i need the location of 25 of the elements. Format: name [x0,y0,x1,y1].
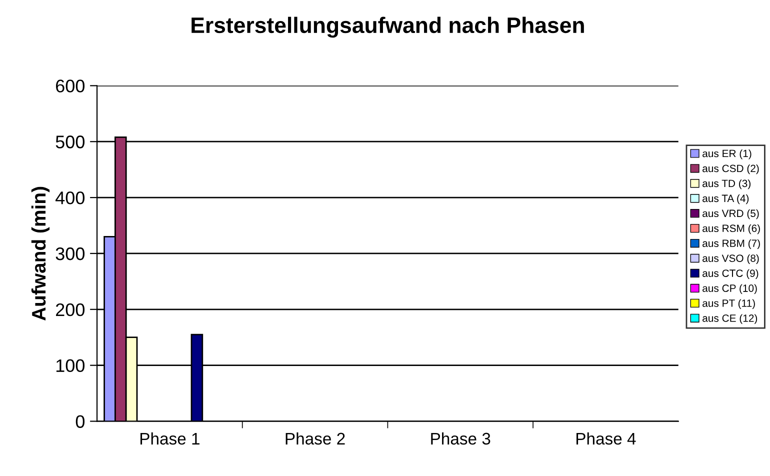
x-tick-label: Phase 3 [431,432,490,445]
legend-label: aus CP (10) [702,284,757,294]
chart-title: Ersterstellungsaufwand nach Phasen [192,16,584,38]
legend-label: aus VRD (5) [702,209,759,220]
legend-label: aus PT (11) [702,299,755,309]
legend-label: aus CE (12) [702,314,758,324]
legend-label: aus ER (1) [702,150,752,160]
legend-label: aus VSO (8) [702,254,759,264]
legend-label: aus TD (3) [702,179,750,190]
y-tick-label: 300 [56,247,85,260]
legend-label: aus CSD (2) [702,164,759,174]
y-tick-label: 400 [56,191,85,204]
y-axis-title: Aufwand (min) [31,186,50,320]
y-tick-label: 600 [56,80,85,92]
legend-label: aus CTC (9) [702,269,758,280]
y-tick-label: 200 [56,303,85,316]
y-tick-label: 500 [56,136,85,148]
y-tick-label: 0 [76,415,85,428]
x-tick-label: Phase 1 [140,432,200,445]
x-tick-label: Phase 4 [576,432,636,445]
y-tick-label: 100 [56,359,85,372]
legend-label: aus RBM (7) [702,239,760,250]
x-tick-label: Phase 2 [286,432,345,445]
legend-label: aus TA (4) [702,194,749,204]
legend-label: aus RSM (6) [702,224,760,234]
